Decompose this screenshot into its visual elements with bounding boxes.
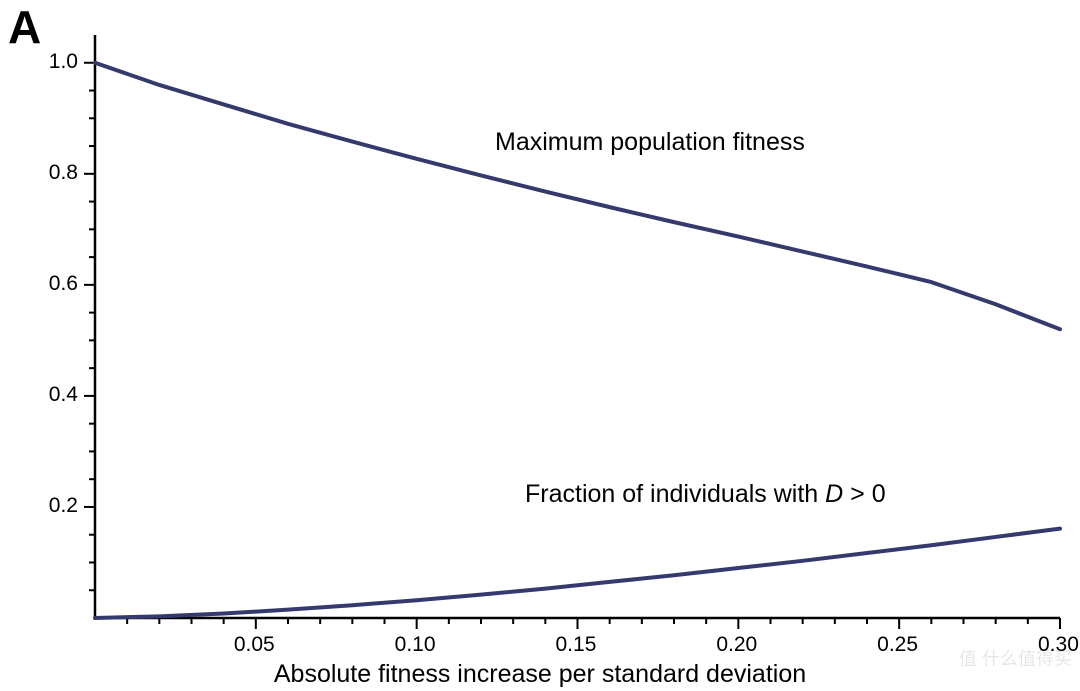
x-tick-label: 0.30 <box>1038 633 1079 657</box>
x-tick-label: 0.05 <box>234 633 275 657</box>
series-line-max-fitness <box>95 63 1060 330</box>
y-tick-label: 0.8 <box>49 161 78 185</box>
series-line-fraction-d <box>95 529 1060 618</box>
panel-label: A <box>8 0 41 54</box>
fitness-line-chart <box>0 0 1080 691</box>
y-tick-label: 0.2 <box>49 494 78 518</box>
x-tick-label: 0.15 <box>556 633 597 657</box>
x-tick-label: 0.20 <box>716 633 757 657</box>
italic-D: D <box>825 480 843 508</box>
x-tick-label: 0.10 <box>395 633 436 657</box>
x-axis-label: Absolute fitness increase per standard d… <box>0 660 1080 689</box>
y-tick-label: 0.4 <box>49 383 78 407</box>
series-label-max-fitness: Maximum population fitness <box>495 128 805 157</box>
x-tick-label: 0.25 <box>877 633 918 657</box>
y-tick-label: 1.0 <box>49 50 78 74</box>
y-tick-label: 0.6 <box>49 272 78 296</box>
series-label-fraction-d: Fraction of individuals with D > 0 <box>525 480 886 509</box>
